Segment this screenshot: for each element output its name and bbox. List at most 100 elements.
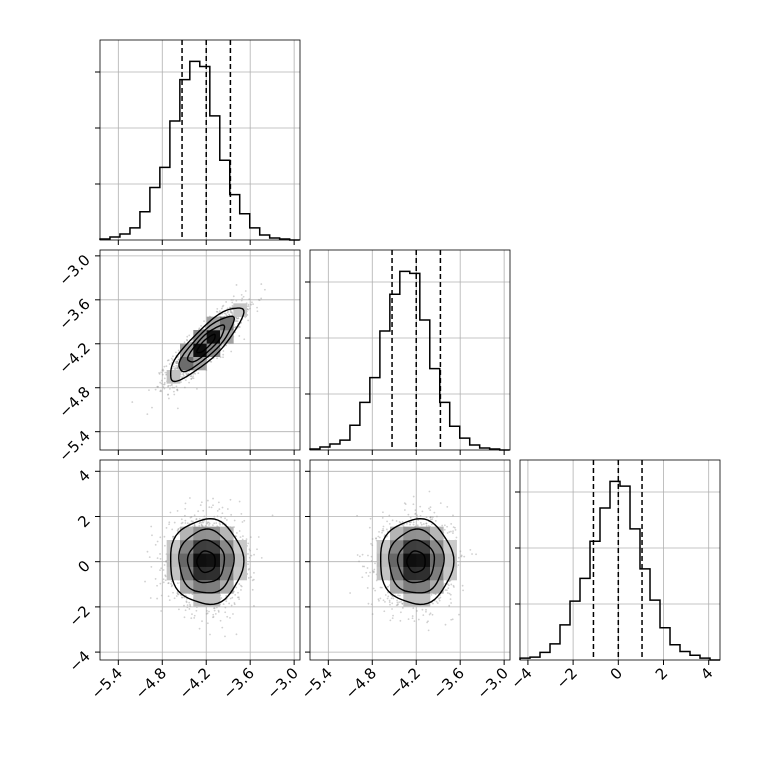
sample-point — [417, 519, 420, 521]
sample-point — [257, 536, 260, 538]
sample-point — [397, 603, 399, 606]
sample-point — [431, 518, 434, 520]
sample-point — [403, 509, 406, 511]
sample-point — [251, 301, 253, 304]
sample-point — [398, 594, 401, 597]
sample-point — [414, 509, 417, 512]
sample-point — [169, 387, 171, 390]
sample-point — [170, 383, 173, 386]
sample-point — [236, 320, 239, 322]
sample-point — [439, 502, 442, 505]
sample-point — [161, 373, 164, 376]
sample-point — [241, 297, 244, 300]
sample-point — [370, 603, 373, 606]
sample-point — [220, 345, 223, 347]
sample-point — [213, 515, 216, 518]
sample-point — [240, 585, 243, 588]
sample-point — [167, 393, 170, 396]
sample-point — [177, 593, 180, 596]
sample-point — [419, 505, 422, 508]
sample-point — [213, 607, 215, 610]
sample-point — [382, 525, 385, 528]
sample-point — [441, 524, 444, 527]
density-cell — [206, 553, 221, 567]
sample-point — [148, 389, 150, 392]
sample-point — [236, 596, 239, 599]
sample-point — [149, 597, 152, 599]
sample-point — [208, 524, 210, 526]
sample-point — [198, 518, 201, 520]
sample-point — [173, 521, 176, 524]
sample-point — [438, 597, 440, 600]
sample-point — [425, 522, 428, 525]
panel-frame — [519, 459, 721, 661]
density-cell — [220, 580, 234, 594]
sample-point — [399, 619, 402, 622]
sample-point — [422, 614, 425, 617]
sample-point — [160, 379, 163, 382]
histogram-step — [519, 480, 720, 661]
sample-point — [176, 510, 179, 512]
sample-point — [263, 288, 266, 291]
sample-point — [190, 378, 193, 380]
sample-point — [361, 553, 364, 556]
sample-point — [183, 375, 185, 377]
sample-point — [182, 372, 185, 375]
sample-point — [200, 524, 203, 527]
sample-point — [216, 525, 219, 528]
histogram-step — [309, 270, 510, 451]
sample-point — [228, 313, 230, 316]
sample-point — [200, 501, 203, 504]
sample-point — [430, 523, 433, 526]
sample-point — [382, 599, 385, 602]
sample-point — [174, 367, 177, 369]
sample-point — [244, 290, 247, 292]
sample-point — [388, 514, 391, 517]
sample-point — [407, 513, 410, 516]
sample-point — [184, 522, 187, 524]
sample-point — [230, 604, 233, 607]
sample-point — [163, 381, 166, 384]
sample-point — [216, 310, 219, 313]
sample-point — [176, 360, 178, 363]
sample-point — [198, 627, 201, 630]
sample-point — [183, 616, 186, 619]
sample-point — [154, 578, 157, 580]
sample-point — [224, 635, 226, 638]
contour-line — [178, 528, 235, 594]
sample-point — [230, 299, 233, 301]
sample-point — [373, 570, 375, 573]
sample-point — [238, 583, 241, 585]
sample-point — [238, 530, 241, 532]
sample-point — [253, 571, 255, 574]
sample-point — [450, 618, 453, 621]
sample-point — [369, 571, 371, 574]
sample-point — [241, 521, 244, 523]
sample-point — [176, 389, 179, 392]
sample-point — [167, 394, 169, 396]
sample-point — [238, 326, 241, 328]
sample-point — [198, 524, 201, 527]
sample-point — [213, 522, 216, 525]
sample-point — [248, 548, 251, 551]
sample-point — [190, 516, 193, 518]
sample-point — [238, 598, 241, 601]
sample-point — [218, 310, 221, 313]
density-cell — [180, 580, 194, 594]
sample-point — [411, 615, 414, 617]
sample-point — [157, 385, 159, 388]
sample-point — [173, 597, 176, 600]
sample-point — [158, 373, 161, 375]
sample-point — [172, 355, 174, 358]
sample-point — [177, 368, 180, 370]
sample-point — [171, 584, 174, 587]
sample-point — [219, 619, 222, 622]
sample-point — [164, 371, 167, 374]
sample-point — [411, 617, 414, 620]
sample-point — [409, 523, 411, 526]
sample-point — [131, 401, 134, 403]
sample-point — [412, 607, 415, 610]
sample-point — [426, 621, 429, 624]
sample-point — [402, 525, 405, 527]
sample-point — [210, 506, 213, 509]
